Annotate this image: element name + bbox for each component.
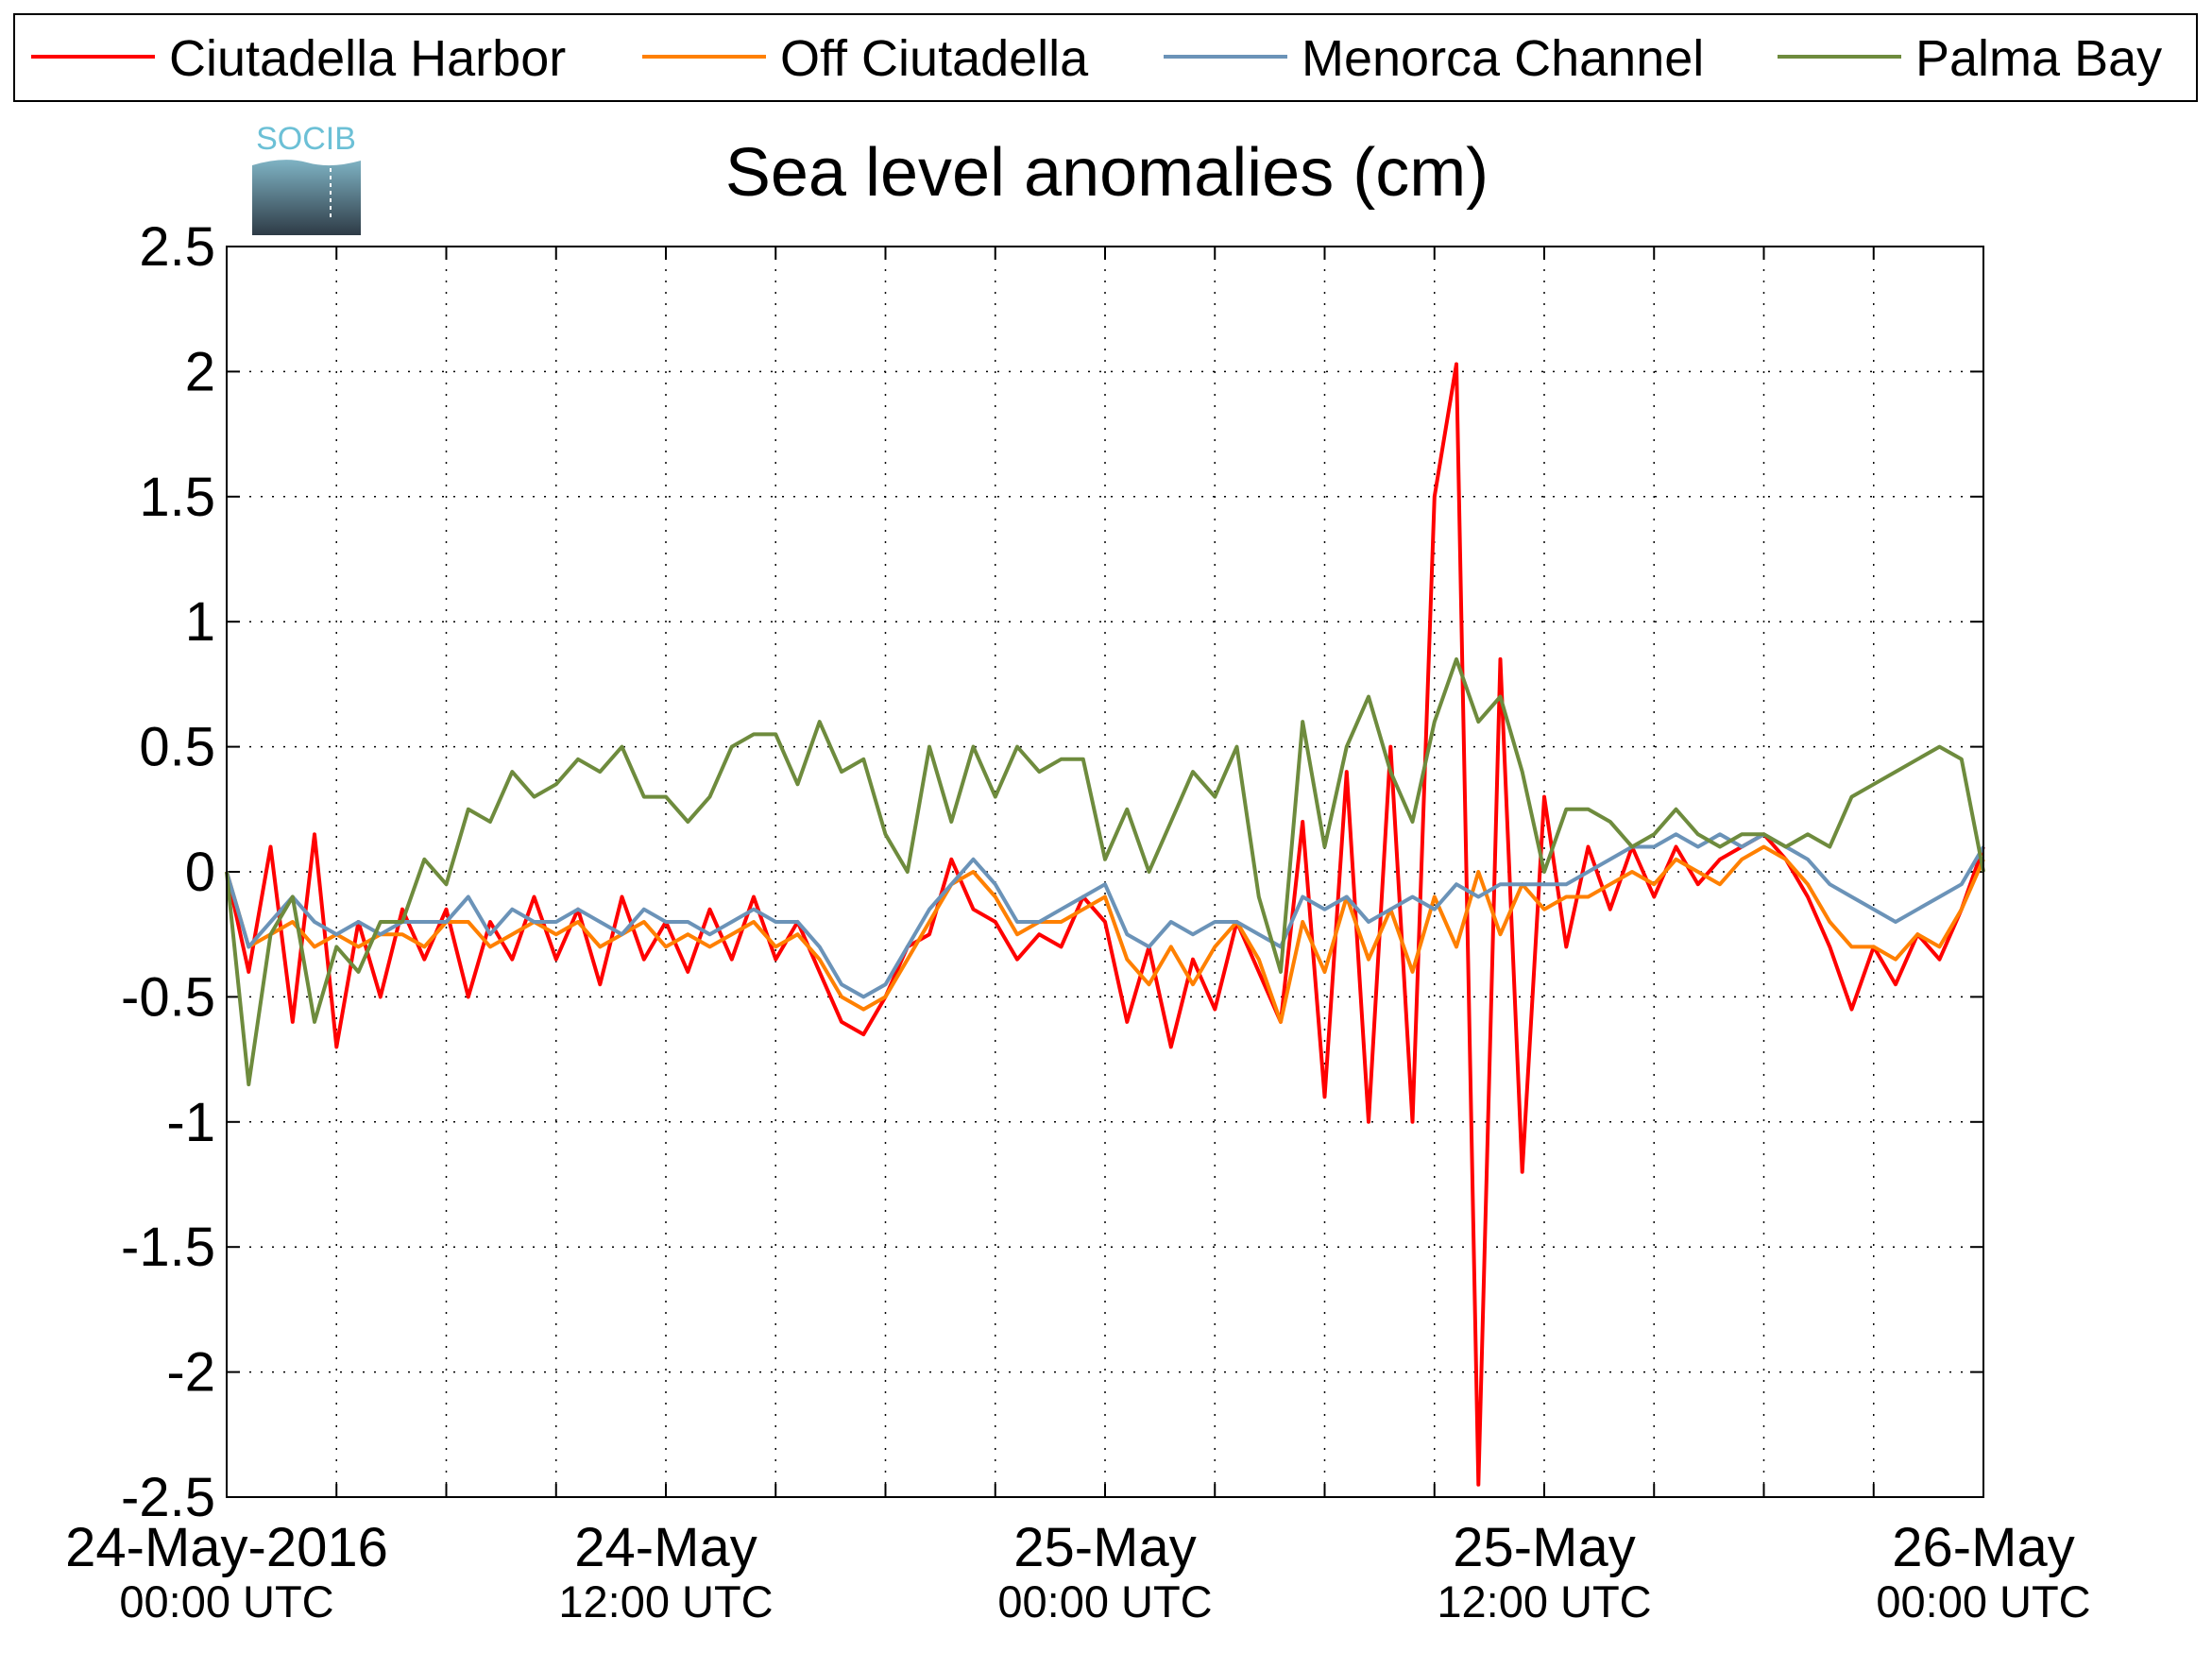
- x-tick-label: 24-May-2016: [65, 1517, 388, 1578]
- logo-wave: [252, 160, 361, 235]
- y-tick-label: -2: [166, 1342, 215, 1404]
- y-tick-label: -1: [166, 1092, 215, 1153]
- legend-label: Ciutadella Harbor: [169, 30, 566, 87]
- y-tick-label: 2.5: [139, 216, 215, 278]
- logo: SOCIB: [252, 121, 361, 235]
- legend-label: Off Ciutadella: [780, 30, 1089, 87]
- x-tick-label: 26-May: [1892, 1517, 2074, 1578]
- y-tick-label: 0.5: [139, 717, 215, 778]
- x-tick-sublabel: 00:00 UTC: [997, 1576, 1212, 1626]
- series-line: [225, 656, 1985, 1087]
- legend-label: Palma Bay: [1915, 30, 2162, 87]
- x-tick-label: 24-May: [574, 1517, 757, 1578]
- y-tick-label: -0.5: [121, 966, 215, 1028]
- y-tick-label: 1.5: [139, 467, 215, 528]
- series-line: [225, 362, 1985, 1487]
- x-tick-sublabel: 00:00 UTC: [1876, 1576, 2090, 1626]
- x-tick-sublabel: 12:00 UTC: [1437, 1576, 1651, 1626]
- y-tick-label: -2.5: [121, 1467, 215, 1528]
- y-tick-label: -1.5: [121, 1217, 215, 1278]
- x-tick-sublabel: 12:00 UTC: [558, 1576, 773, 1626]
- y-tick-label: 1: [185, 591, 215, 653]
- series-line: [225, 832, 1985, 999]
- chart-title: Sea level anomalies (cm): [725, 135, 1489, 211]
- legend-label: Menorca Channel: [1302, 30, 1704, 87]
- x-tick-label: 25-May: [1013, 1517, 1196, 1578]
- y-tick-label: 0: [185, 842, 215, 903]
- series-line: [225, 844, 1985, 1024]
- x-tick-label: 25-May: [1453, 1517, 1635, 1578]
- plot-frame: [226, 246, 1984, 1498]
- logo-text: SOCIB: [256, 121, 356, 157]
- y-tick-label: 2: [185, 341, 215, 402]
- x-tick-sublabel: 00:00 UTC: [119, 1576, 333, 1626]
